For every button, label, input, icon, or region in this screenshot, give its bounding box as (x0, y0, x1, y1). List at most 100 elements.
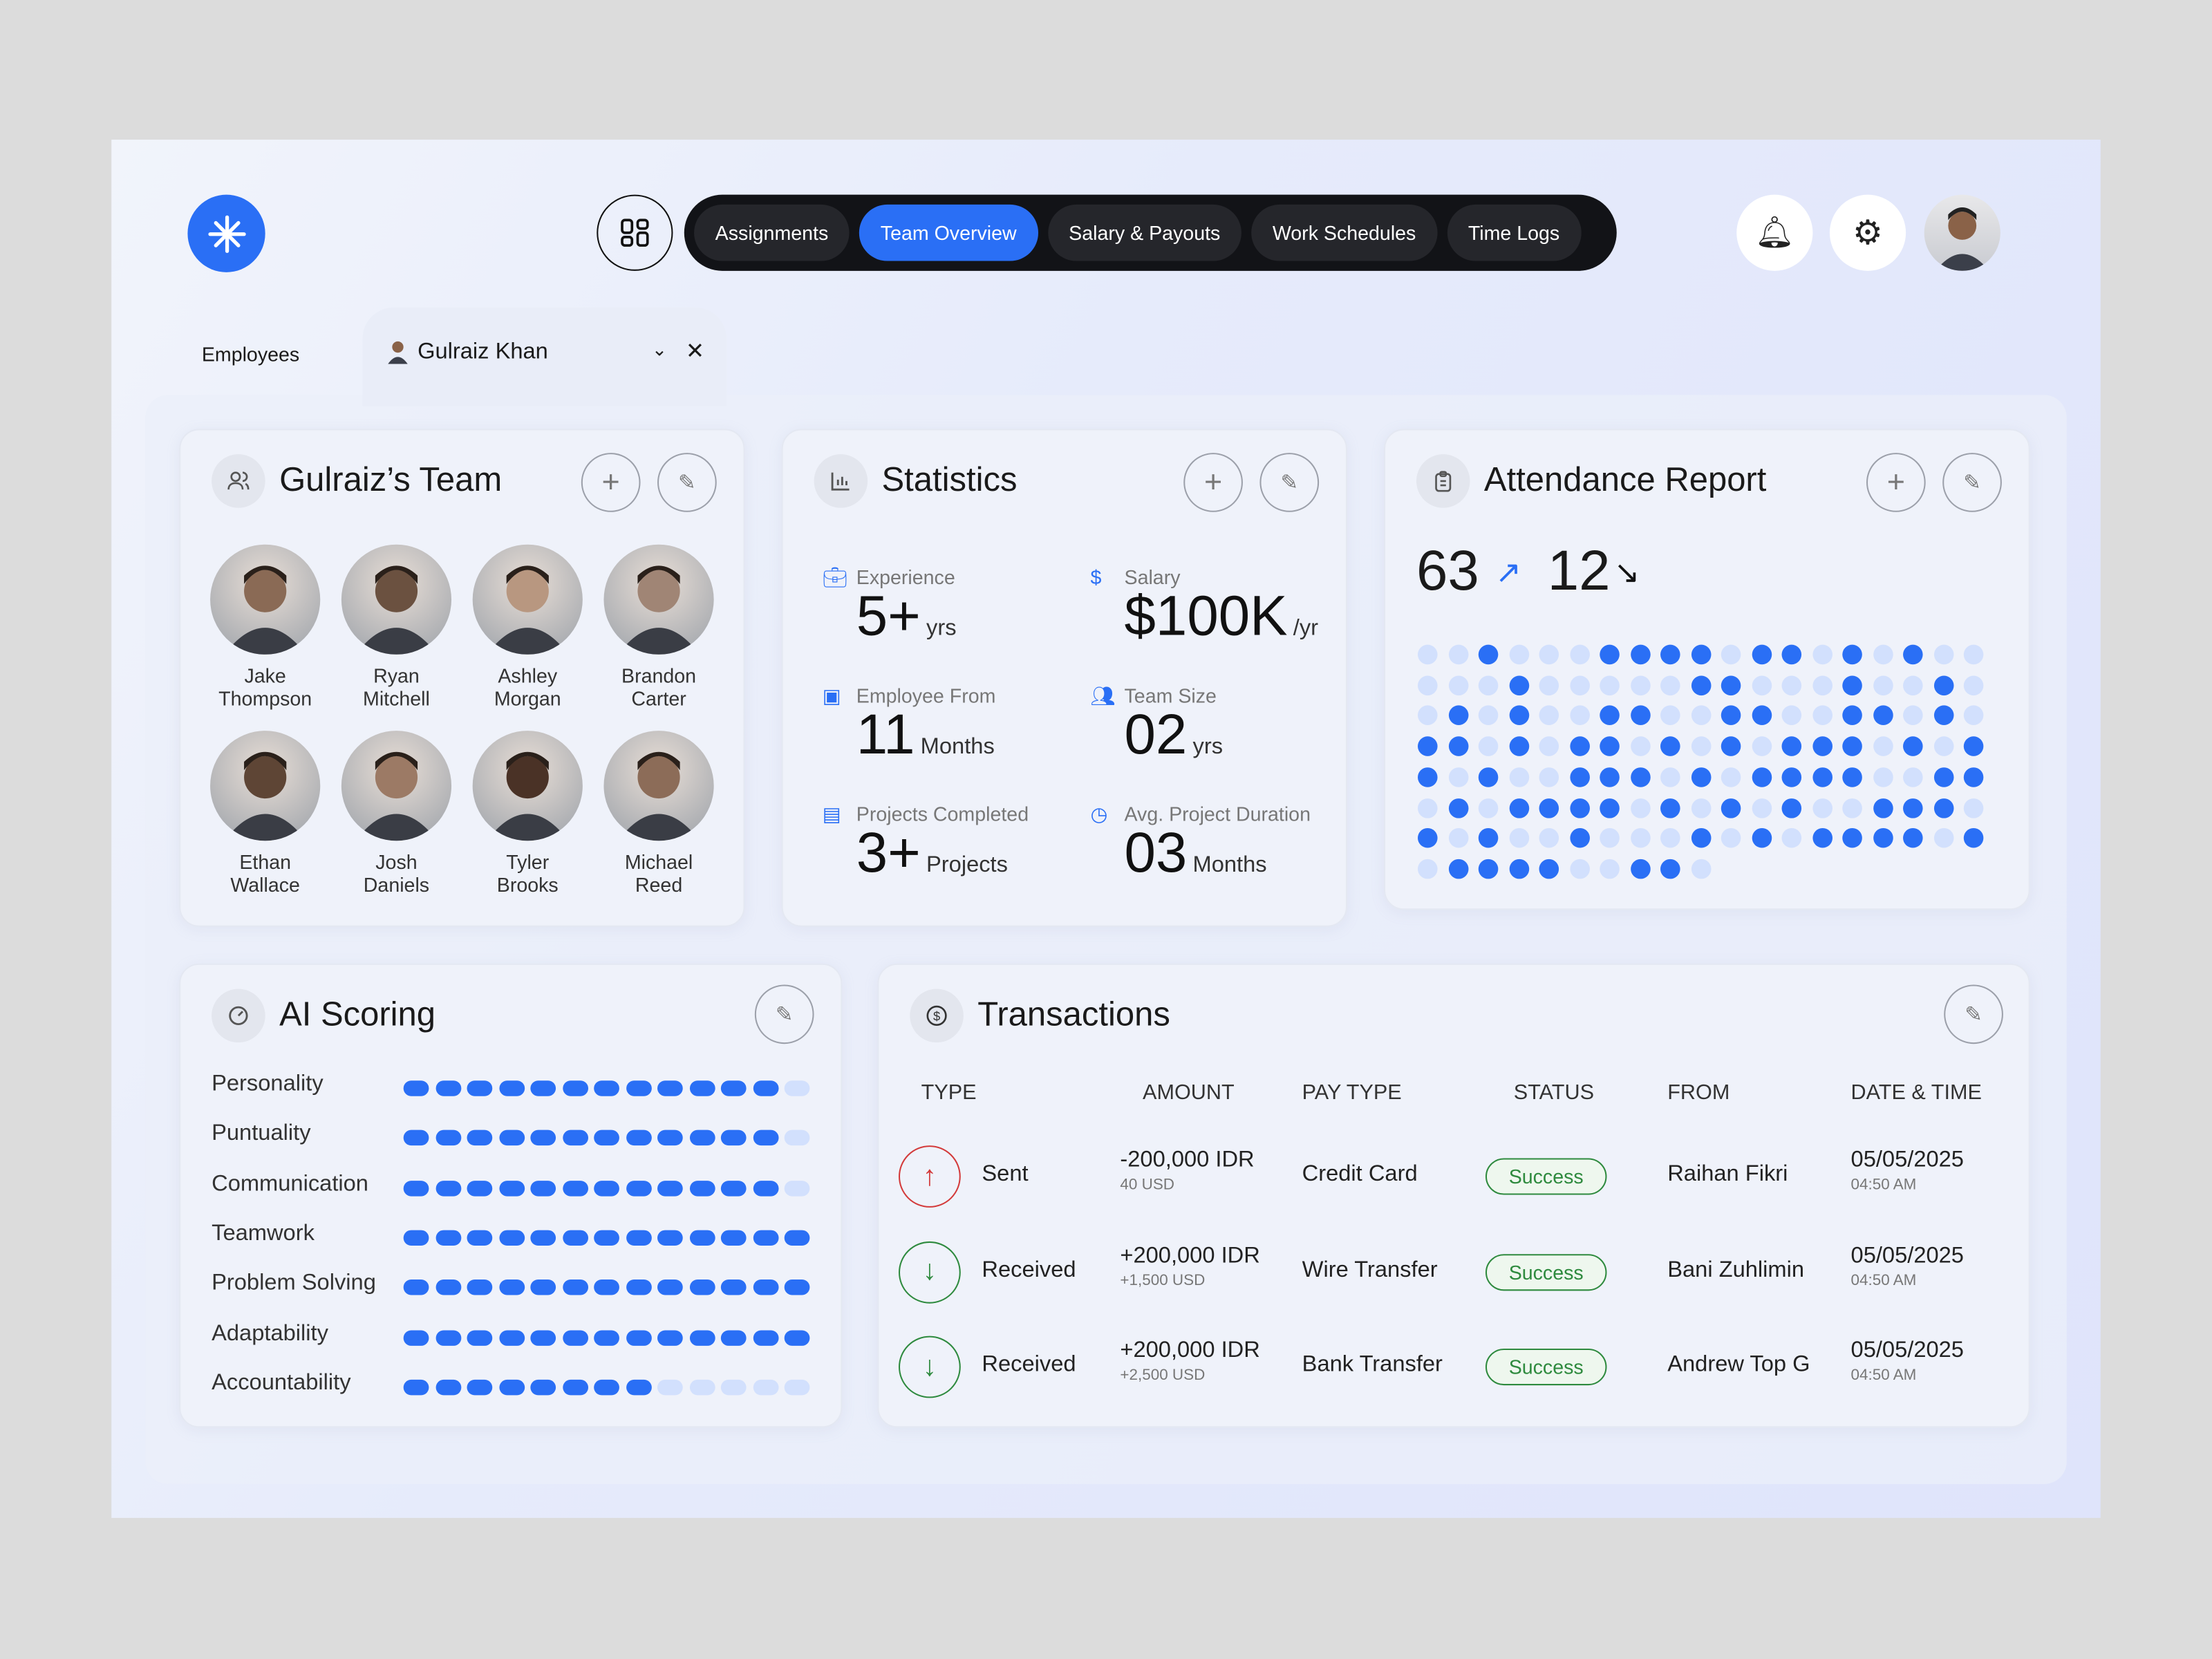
notifications-button[interactable]: 🔔︎ (1736, 194, 1813, 271)
attendance-day-present (1600, 767, 1620, 787)
score-segment (403, 1080, 429, 1096)
plus-icon: + (601, 464, 620, 500)
attendance-day-absent (1751, 736, 1772, 757)
arrow-down-right-icon: ↘ (1613, 554, 1640, 590)
transaction-date: 05/05/2025 (1850, 1338, 1964, 1363)
team-member[interactable]: Ryan Mitchell (333, 544, 460, 710)
tab-team-overview[interactable]: Team Overview (859, 204, 1038, 261)
attendance-day-present (1569, 828, 1589, 848)
score-segment (403, 1180, 429, 1196)
edit-team-button[interactable]: ✎ (657, 453, 717, 512)
member-last-name: Mitchell (363, 686, 430, 710)
member-last-name: Reed (635, 873, 683, 896)
tab-salary-payouts[interactable]: Salary & Payouts (1047, 204, 1241, 261)
score-segment (626, 1329, 651, 1345)
transaction-time: 04:50 AM (1850, 1177, 1917, 1194)
attendance-day-present (1690, 675, 1711, 695)
attendance-day-absent (1508, 644, 1529, 665)
attendance-day-present (1933, 767, 1953, 787)
score-segment (498, 1379, 525, 1395)
stat-experience: 💼︎ Experience 5+ yrs (823, 565, 1076, 648)
attendance-day-absent (1721, 644, 1741, 665)
attendance-day-absent (1569, 706, 1589, 726)
score-segment (467, 1379, 493, 1395)
chevron-down-icon[interactable]: ⌄ (651, 338, 668, 360)
score-segment (688, 1230, 715, 1246)
employee-tab[interactable] (362, 307, 727, 406)
close-icon[interactable]: ✕ (685, 339, 705, 364)
settings-button[interactable]: ⚙︎ (1829, 194, 1906, 271)
attendance-day-present (1873, 798, 1893, 818)
score-segment (435, 1280, 461, 1295)
score-segment (530, 1379, 556, 1395)
score-segment (657, 1379, 683, 1395)
team-member[interactable]: Ashley Morgan (464, 544, 591, 710)
edit-attendance-button[interactable]: ✎ (1942, 453, 2002, 512)
attendance-title: Attendance Report (1483, 461, 1767, 500)
attendance-day-present (1933, 798, 1953, 818)
edit-scoring-button[interactable]: ✎ (754, 984, 814, 1044)
add-stat-button[interactable]: + (1183, 453, 1243, 512)
attendance-day-present (1933, 706, 1953, 726)
stat-value: 03 (1124, 822, 1188, 885)
transaction-time: 04:50 AM (1850, 1367, 1917, 1385)
tab-work-schedules[interactable]: Work Schedules (1251, 204, 1437, 261)
attendance-day-absent (1418, 675, 1438, 695)
attendance-day-absent (1903, 767, 1923, 787)
attendance-day-present (1478, 767, 1499, 787)
attendance-day-present (1842, 644, 1862, 665)
score-label: Communication (212, 1172, 368, 1196)
team-member[interactable]: Jake Thompson (202, 544, 329, 710)
team-member[interactable]: Josh Daniels (333, 731, 460, 896)
edit-stats-button[interactable]: ✎ (1259, 453, 1320, 512)
user-avatar[interactable] (1924, 194, 2000, 271)
attendance-day-absent (1447, 767, 1468, 787)
add-member-button[interactable]: + (581, 453, 641, 512)
attendance-day-absent (1660, 675, 1680, 695)
pencil-icon: ✎ (1965, 1003, 1983, 1027)
attendance-day-absent (1812, 644, 1832, 665)
statistics-title: Statistics (881, 461, 1018, 500)
stat-projects-completed: ▤ Projects Completed 3+ Projects (823, 803, 1076, 885)
transaction-amount: +200,000 IDR +2,500 USD (1120, 1339, 1259, 1384)
add-attendance-button[interactable]: + (1866, 453, 1926, 512)
statistics-card: Statistics + ✎ 💼︎ Experience 5+ yrs $ Salary $… (781, 429, 1347, 927)
team-member[interactable]: Michael Reed (595, 731, 722, 896)
member-avatar (341, 544, 452, 655)
transaction-amount: +200,000 IDR +1,500 USD (1120, 1244, 1259, 1288)
member-first-name: Jake (244, 664, 286, 687)
score-segment (752, 1130, 778, 1146)
attendance-day-present (1781, 736, 1802, 757)
team-member[interactable]: Brandon Carter (595, 544, 722, 710)
score-segment (467, 1329, 493, 1345)
score-segment (720, 1180, 747, 1196)
tab-time-logs[interactable]: Time Logs (1447, 204, 1581, 261)
score-segment (403, 1280, 429, 1295)
stat-unit: Months (1192, 853, 1267, 878)
attendance-day-present (1508, 675, 1529, 695)
logo[interactable] (187, 194, 265, 272)
score-segment (435, 1130, 461, 1146)
stat-value-row: 5+ yrs (823, 585, 1076, 649)
briefcase-icon: 💼︎ (822, 565, 848, 589)
score-segment (498, 1280, 525, 1295)
team-member[interactable]: Ethan Wallace (202, 731, 329, 896)
score-label: Teamwork (212, 1221, 315, 1246)
member-last-name: Wallace (230, 873, 300, 896)
tab-assignments[interactable]: Assignments (694, 204, 850, 261)
attendance-day-absent (1539, 828, 1559, 848)
score-segment (720, 1130, 747, 1146)
member-avatar (472, 544, 583, 655)
attendance-day-absent (1660, 706, 1680, 726)
dollar-icon: $ (1090, 565, 1102, 589)
team-title: Gulraiz’s Team (279, 461, 503, 500)
team-member[interactable]: Tyler Brooks (464, 731, 591, 896)
grid-menu-button[interactable] (597, 194, 673, 271)
attendance-day-absent (1690, 859, 1711, 879)
employees-link[interactable]: Employees (201, 342, 300, 366)
attendance-day-present (1812, 767, 1832, 787)
column-header: TYPE (921, 1080, 977, 1105)
member-last-name: Thompson (218, 686, 312, 710)
edit-transactions-button[interactable]: ✎ (1944, 984, 2003, 1044)
attendance-day-present (1418, 828, 1438, 848)
